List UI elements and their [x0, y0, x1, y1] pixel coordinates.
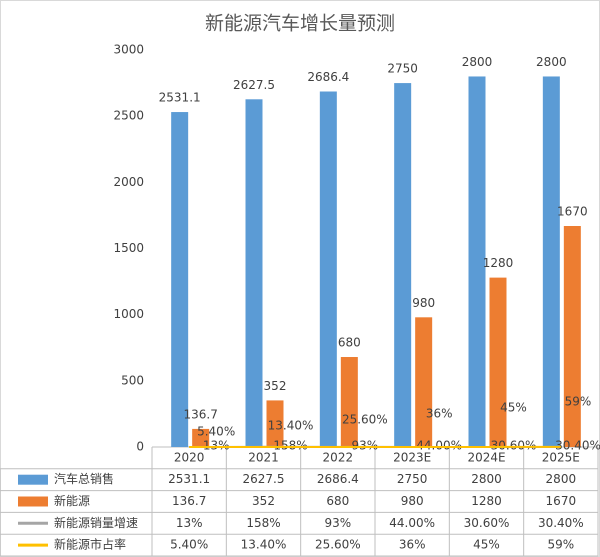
table-cell: 1280: [471, 494, 502, 508]
table-cell: 44.00%: [389, 516, 435, 530]
table-cell: 352: [252, 494, 275, 508]
table-cell: 136.7: [172, 494, 206, 508]
table-cell: 45%: [473, 538, 500, 552]
table-cell: 2627.5: [243, 472, 285, 486]
line-value-label: 36%: [426, 407, 453, 421]
bar: [171, 112, 189, 448]
table-cell: 2800: [546, 472, 577, 486]
table-cell: 158%: [246, 516, 280, 530]
x-tick-label: 2021: [248, 450, 279, 464]
line-value-label: 25.60%: [342, 413, 388, 427]
y-tick-label: 1000: [113, 307, 144, 321]
bar: [468, 76, 486, 447]
table-cell: 13%: [176, 516, 203, 530]
line-value-label: 13.40%: [268, 419, 314, 433]
bar-value-label: 2750: [387, 62, 418, 76]
bar-value-label: 352: [264, 379, 287, 393]
x-tick-label: 2025E: [542, 450, 580, 464]
table-cell: 59%: [547, 538, 574, 552]
legend-label: 新能源: [54, 493, 90, 508]
line-value-label: 30.60%: [491, 439, 537, 453]
y-tick-label: 0: [136, 440, 144, 454]
bar-value-label: 136.7: [183, 407, 217, 421]
table-cell: 5.40%: [170, 538, 208, 552]
bar-value-label: 2800: [462, 55, 493, 69]
x-tick-label: 2024E: [467, 450, 505, 464]
line-value-label: 59%: [565, 395, 592, 409]
bar: [542, 76, 560, 447]
y-tick-label: 500: [121, 373, 144, 387]
y-tick-label: 2000: [113, 175, 144, 189]
legend-label: 汽车总销售: [54, 471, 114, 486]
bar: [415, 317, 433, 447]
line-value-label: 30.40%: [555, 439, 600, 453]
table-cell: 2686.4: [317, 472, 359, 486]
bar: [394, 83, 412, 447]
bar-value-label: 1670: [557, 205, 588, 219]
table-cell: 680: [326, 494, 349, 508]
legend-key: [18, 474, 48, 485]
table-cell: 36%: [399, 538, 426, 552]
table-cell: 2531.1: [168, 472, 210, 486]
bar-value-label: 2627.5: [233, 78, 275, 92]
table-cell: 980: [401, 494, 424, 508]
bar: [340, 357, 358, 447]
x-tick-label: 2023E: [393, 450, 431, 464]
x-tick-label: 2022: [323, 450, 354, 464]
y-tick-label: 2500: [113, 109, 144, 123]
bar: [563, 226, 581, 447]
bar: [489, 277, 507, 447]
bar-value-label: 2531.1: [159, 91, 201, 105]
y-tick-label: 1500: [113, 241, 144, 255]
line-value-label: 5.40%: [197, 425, 235, 439]
bar: [245, 99, 263, 448]
legend-label: 新能源销量增速: [54, 515, 138, 530]
bar-value-label: 1280: [483, 256, 514, 270]
table-cell: 2800: [471, 472, 502, 486]
table-cell: 93%: [324, 516, 351, 530]
legend-key: [18, 496, 48, 507]
table-cell: 30.60%: [464, 516, 510, 530]
y-tick-label: 3000: [113, 43, 144, 57]
line-value-label: 13%: [203, 439, 230, 453]
table-cell: 30.40%: [538, 516, 584, 530]
table-cell: 13.40%: [241, 538, 287, 552]
bar-value-label: 980: [412, 296, 435, 310]
line-value-label: 44.00%: [416, 439, 462, 453]
table-cell: 2750: [397, 472, 428, 486]
bar-value-label: 2686.4: [307, 70, 349, 84]
bar-value-label: 2800: [536, 55, 567, 69]
line-value-label: 93%: [351, 439, 378, 453]
bar: [192, 428, 210, 447]
table-cell: 25.60%: [315, 538, 361, 552]
bar-value-label: 680: [338, 336, 361, 350]
table-cell: 1670: [546, 494, 577, 508]
bar: [319, 91, 337, 448]
bar: [266, 400, 284, 447]
chart-title: 新能源汽车增长量预测: [205, 13, 395, 35]
legend-label: 新能源市占率: [54, 537, 126, 552]
line-value-label: 45%: [500, 401, 527, 415]
x-tick-label: 2020: [174, 450, 205, 464]
line-value-label: 158%: [273, 439, 307, 453]
